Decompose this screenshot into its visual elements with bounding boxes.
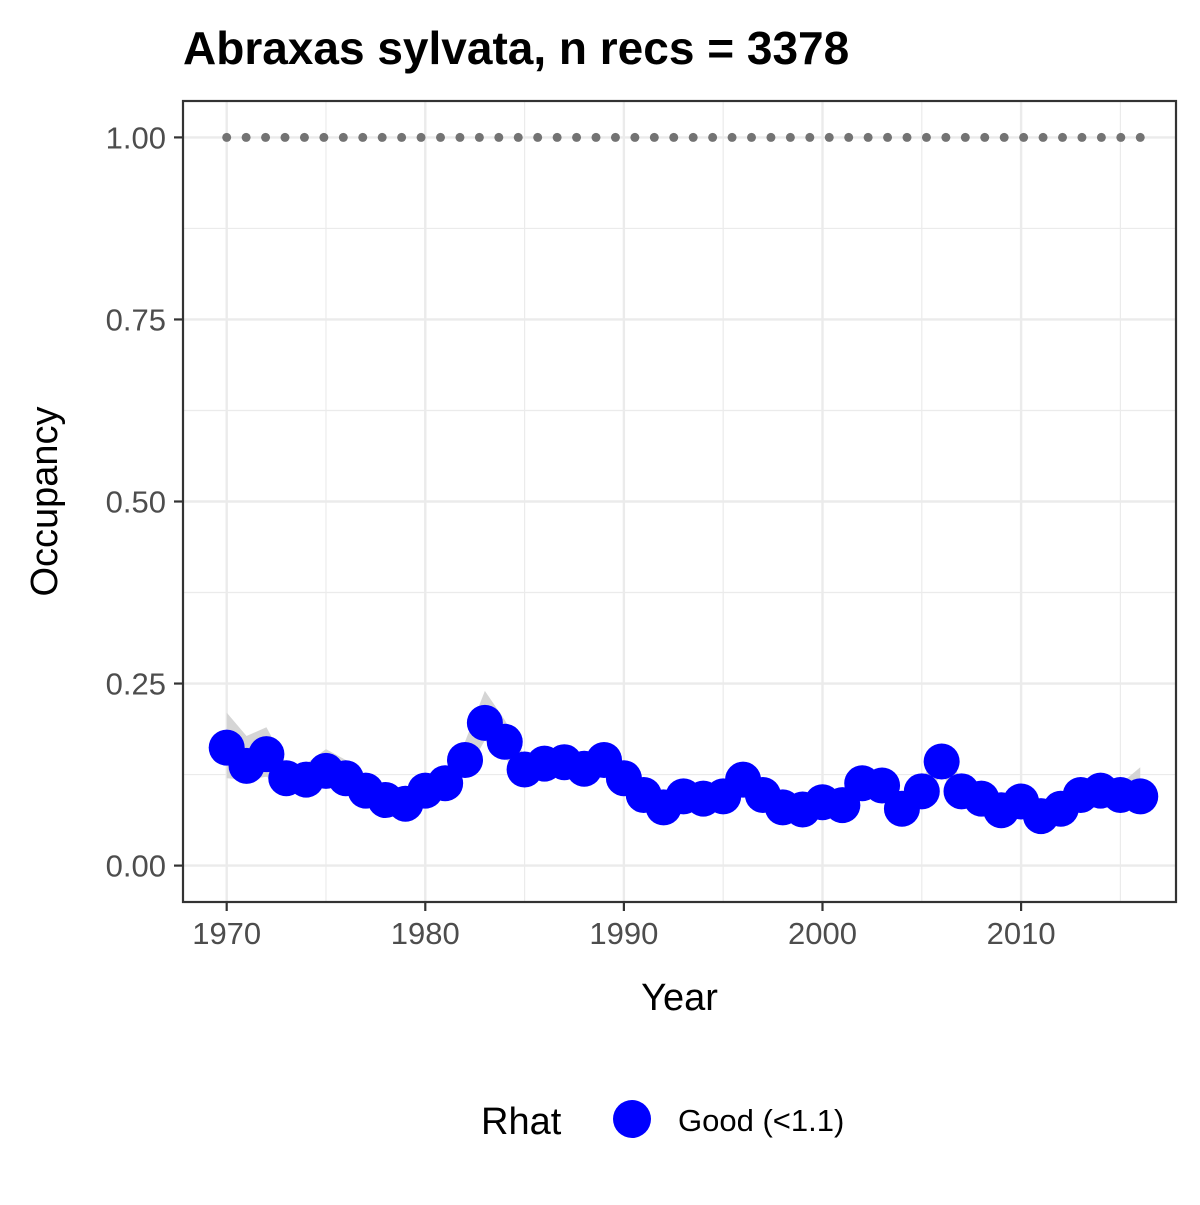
reference-line-dot [533, 132, 543, 142]
reference-line-dot [610, 132, 620, 142]
x-tick-label: 1970 [192, 916, 261, 951]
reference-line-dot [883, 132, 893, 142]
data-point [903, 773, 940, 810]
reference-line-dot [669, 132, 679, 142]
chart-title: Abraxas sylvata, n recs = 3378 [183, 22, 849, 74]
reference-line-dot [980, 132, 990, 142]
reference-line-dot [494, 132, 504, 142]
reference-line-dot [416, 132, 426, 142]
reference-line-dot [299, 132, 309, 142]
reference-line-dot [455, 132, 465, 142]
reference-line-dot [1038, 132, 1048, 142]
reference-line-dot [747, 132, 757, 142]
legend-title: Rhat [481, 1101, 562, 1143]
reference-line-dot [572, 132, 582, 142]
reference-line-dot [708, 132, 718, 142]
x-tick-label: 2010 [987, 916, 1056, 951]
reference-line-dot [358, 132, 368, 142]
data-points-layer [208, 704, 1159, 835]
reference-line-dot [766, 132, 776, 142]
reference-line-dot [630, 132, 640, 142]
y-tick-label: 0.75 [106, 302, 166, 337]
y-tick-label: 0.25 [106, 667, 166, 702]
reference-line-dot [649, 132, 659, 142]
reference-line-dot [338, 132, 348, 142]
reference-line-dot [844, 132, 854, 142]
reference-line-dot [474, 132, 484, 142]
reference-line-dot [436, 132, 446, 142]
x-tick-label: 1990 [589, 916, 658, 951]
reference-line-dot [241, 132, 251, 142]
data-point [486, 723, 523, 760]
reference-line-dot [222, 132, 232, 142]
reference-line-dot [941, 132, 951, 142]
y-axis: 0.00 0.25 0.50 0.75 1.00 [106, 120, 183, 884]
reference-line-dot [1077, 132, 1087, 142]
reference-line-dot [960, 132, 970, 142]
data-point [447, 742, 484, 779]
reference-line-dot [513, 132, 523, 142]
legend-label-good: Good (<1.1) [678, 1103, 844, 1138]
legend-key-good [613, 1100, 651, 1138]
major-gridlines [183, 101, 1176, 902]
x-tick-label: 2000 [788, 916, 857, 951]
reference-line-dot [377, 132, 387, 142]
reference-line-dot [863, 132, 873, 142]
reference-line-dot [727, 132, 737, 142]
x-tick-label: 1980 [391, 916, 460, 951]
reference-line-dot [280, 132, 290, 142]
y-tick-label: 0.50 [106, 485, 166, 520]
reference-line-dot [397, 132, 407, 142]
reference-line-dot [688, 132, 698, 142]
reference-line-layer [222, 132, 1145, 142]
legend: Rhat Good (<1.1) [481, 1100, 844, 1143]
reference-line-dot [902, 132, 912, 142]
reference-line-dot [261, 132, 271, 142]
reference-line-dot [552, 132, 562, 142]
y-axis-title: Occupancy [24, 406, 66, 596]
reference-line-dot [1116, 132, 1126, 142]
reference-line-dot [921, 132, 931, 142]
y-tick-label: 1.00 [106, 120, 166, 155]
x-axis-title: Year [641, 977, 718, 1019]
reference-line-dot [805, 132, 815, 142]
data-point [248, 736, 285, 773]
reference-line-dot [824, 132, 834, 142]
reference-line-dot [1019, 132, 1029, 142]
reference-line-dot [591, 132, 601, 142]
data-point [923, 743, 960, 780]
reference-line-dot [319, 132, 329, 142]
reference-line-dot [999, 132, 1009, 142]
y-tick-label: 0.00 [106, 849, 166, 884]
reference-line-dot [1096, 132, 1106, 142]
x-axis: 1970 1980 1990 2000 2010 [192, 902, 1056, 951]
reference-line-dot [1135, 132, 1145, 142]
reference-line-dot [1058, 132, 1068, 142]
data-point [1122, 778, 1159, 815]
reference-line-dot [785, 132, 795, 142]
